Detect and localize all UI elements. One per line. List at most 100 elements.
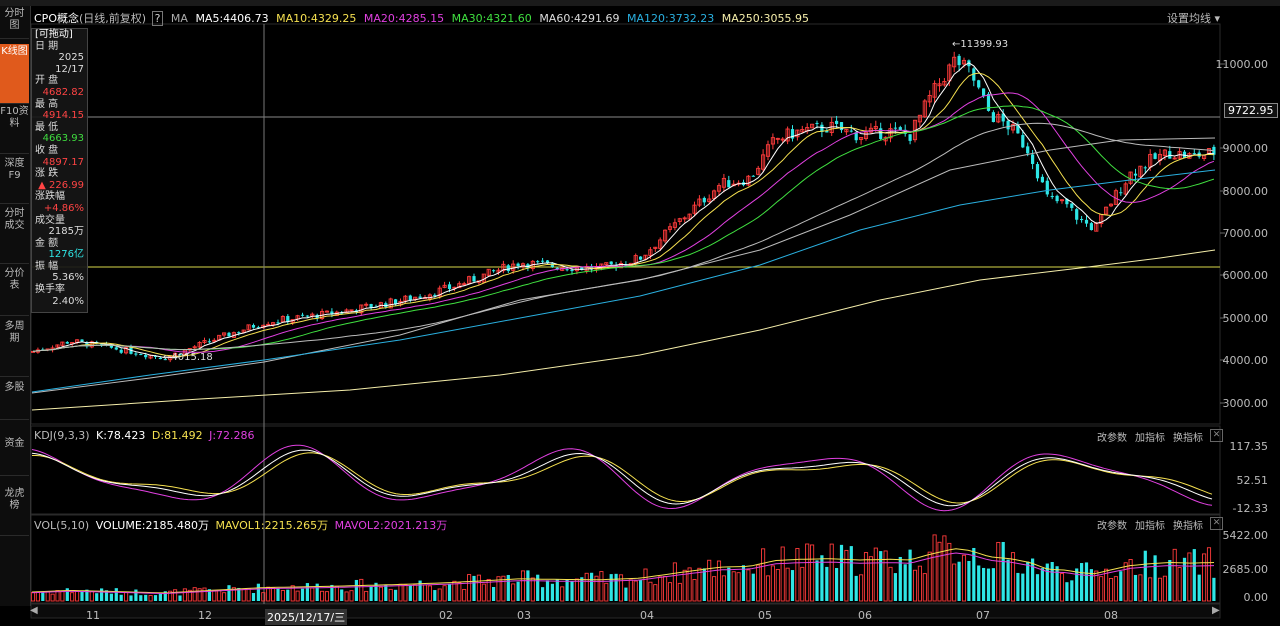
- ytick-8000: 8000.00: [1222, 185, 1269, 198]
- volume-bar: [555, 579, 559, 601]
- volume-bar: [1123, 562, 1128, 602]
- volume-bar: [1143, 550, 1147, 601]
- candle-body: [1123, 183, 1128, 195]
- scroll-left-icon[interactable]: ◀: [30, 605, 38, 616]
- candle-body: [511, 263, 516, 271]
- volume-bar: [937, 541, 942, 602]
- candle-body: [692, 204, 697, 214]
- candle-body: [437, 287, 442, 297]
- vol-add-button[interactable]: 加指标: [1135, 521, 1165, 532]
- candle-body: [266, 323, 271, 326]
- sidebar-item-multi-period[interactable]: 多周期: [0, 319, 29, 377]
- candle-body: [1001, 113, 1005, 122]
- scroll-right-icon[interactable]: ▶: [1212, 605, 1220, 616]
- volume-bar: [433, 590, 437, 601]
- volume-bar: [427, 585, 432, 602]
- vol-mavol2: MAVOL2:2021.213万: [334, 519, 448, 532]
- candle-body: [937, 83, 942, 87]
- info-panel[interactable]: [可拖动] 日 期 2025 12/17 开 盘 4682.82 最 高 491…: [31, 28, 88, 313]
- volume-bar: [231, 587, 236, 602]
- sidebar-item-label: K线图: [1, 46, 28, 57]
- ma-settings-button[interactable]: 设置均线 ▾: [1167, 12, 1221, 25]
- volume-bar: [403, 584, 408, 602]
- kdj-close-icon[interactable]: ✕: [1210, 429, 1223, 442]
- sidebar-item-price-table[interactable]: 分价表: [0, 266, 29, 316]
- volume-bar: [672, 562, 677, 602]
- candle-body: [251, 325, 256, 328]
- kdj-params-button[interactable]: 改参数: [1097, 433, 1127, 444]
- volume-bar: [148, 595, 153, 602]
- kdj-d: D:81.492: [151, 429, 203, 442]
- candles-layer: [30, 51, 1216, 363]
- volume-bar: [295, 590, 300, 602]
- volume-bar: [536, 574, 540, 601]
- vol-switch-button[interactable]: 换指标: [1173, 521, 1203, 532]
- volume-bar: [721, 575, 726, 602]
- candle-body: [408, 295, 412, 301]
- volume-bar: [893, 573, 897, 601]
- chart-mode: (日线,前复权): [78, 12, 147, 25]
- sidebar-item-kline[interactable]: K线图: [0, 44, 29, 104]
- volume-bar: [75, 590, 80, 602]
- vol-ytick-bottom: 0.00: [1243, 591, 1269, 604]
- volume-bar: [374, 582, 378, 601]
- candle-body: [1035, 164, 1040, 179]
- turnover-value: 2.40%: [52, 295, 84, 307]
- volume-bar: [873, 547, 878, 602]
- volume-bar: [1031, 558, 1035, 601]
- volume-bar: [217, 589, 222, 602]
- volume-bar: [109, 593, 113, 601]
- candle-body: [712, 190, 717, 200]
- candle-body: [795, 129, 800, 138]
- info-title[interactable]: [可拖动]: [35, 29, 73, 40]
- volume-bar: [628, 579, 633, 602]
- volume-bar: [550, 583, 554, 601]
- volume-bar: [65, 588, 69, 601]
- sidebar-item-multi-stock[interactable]: 多股: [0, 380, 29, 420]
- volume-bar: [60, 590, 65, 602]
- sidebar-item-trades[interactable]: 分时成交: [0, 206, 29, 264]
- candle-body: [672, 222, 677, 228]
- volume-bar: [30, 591, 36, 602]
- candle-body: [207, 341, 211, 343]
- volume-bar: [1192, 549, 1196, 601]
- xtick-06: 06: [858, 609, 872, 622]
- candle-body: [977, 80, 981, 88]
- volume-bar: [324, 591, 330, 602]
- volume-bar: [207, 589, 211, 601]
- candle-body: [849, 130, 853, 132]
- volume-bar: [41, 591, 45, 601]
- volume-bar: [580, 577, 584, 601]
- sidebar-item-f10[interactable]: F10资料: [0, 104, 29, 154]
- vol-close-icon[interactable]: ✕: [1210, 517, 1223, 530]
- date-label: 日 期: [35, 40, 59, 52]
- volume-bar: [952, 563, 957, 602]
- sidebar-item-capital[interactable]: 资金: [0, 436, 29, 476]
- volume-bar: [780, 546, 785, 602]
- kdj-add-button[interactable]: 加指标: [1135, 433, 1165, 444]
- sidebar-item-label: F10资料: [0, 106, 29, 129]
- candle-body: [344, 309, 349, 314]
- volume-bar: [795, 548, 800, 602]
- sidebar-item-timeshare[interactable]: 分时图: [0, 6, 29, 39]
- candle-body: [197, 342, 202, 348]
- volume-value: 2185万: [48, 226, 84, 238]
- candle-body: [442, 284, 447, 288]
- volume-bar: [996, 541, 1001, 602]
- volume-bar: [927, 551, 932, 602]
- sidebar-item-dragon-tiger[interactable]: 龙虎榜: [0, 486, 29, 536]
- sidebar-item-depth[interactable]: 深度F9: [0, 156, 29, 204]
- candle-body: [80, 339, 84, 342]
- help-button[interactable]: ?: [151, 11, 164, 26]
- candle-body: [879, 128, 883, 139]
- volume-bar: [520, 570, 526, 602]
- candle-body: [394, 299, 398, 305]
- volume-bar: [1050, 562, 1054, 601]
- xtick-05: 05: [758, 609, 772, 622]
- volume-bar: [972, 547, 976, 601]
- vol-params-button[interactable]: 改参数: [1097, 521, 1127, 532]
- kdj-switch-button[interactable]: 换指标: [1173, 433, 1203, 444]
- volume-bar: [1055, 566, 1059, 601]
- candle-body: [516, 263, 520, 267]
- volume-bar: [917, 565, 922, 602]
